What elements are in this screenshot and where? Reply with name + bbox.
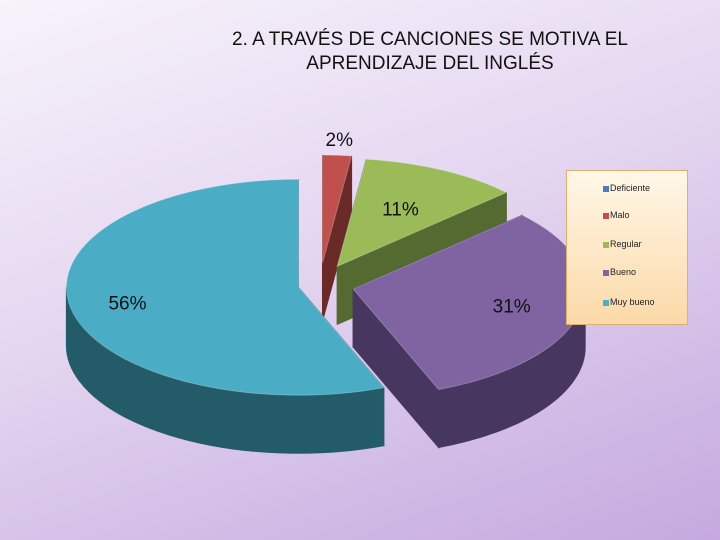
pie-slice-malo	[322, 154, 353, 322]
legend-swatch	[603, 185, 609, 192]
pie-slice-top-muy-bueno	[65, 178, 385, 396]
data-label-muy-bueno: 56%	[108, 293, 146, 314]
legend-label: Bueno	[610, 267, 637, 277]
chart-title: 2. A TRAVÉS DE CANCIONES SE MOTIVA EL AP…	[232, 29, 628, 74]
pie-slice-bueno	[352, 214, 586, 449]
chart-legend: Deficiente Malo Regular Bueno Muy bueno	[566, 170, 688, 325]
legend-item-muy-bueno: Muy bueno	[603, 297, 655, 307]
data-label-regular: 11%	[382, 200, 419, 221]
data-label-bueno: 31%	[493, 297, 531, 318]
data-label-malo: 2%	[326, 130, 354, 151]
legend-item-deficiente: Deficiente	[603, 183, 650, 193]
legend-item-bueno: Bueno	[603, 267, 636, 277]
legend-label: Deficiente	[610, 183, 651, 193]
legend-item-regular: Regular	[603, 239, 642, 249]
pie-slice-muy-bueno	[65, 178, 385, 454]
legend-label: Muy bueno	[610, 297, 655, 307]
legend-label: Regular	[610, 239, 642, 249]
legend-label: Malo	[610, 210, 630, 220]
legend-swatch	[603, 269, 609, 276]
pie-slice-top-regular	[336, 158, 508, 268]
pie-slice-top-malo	[322, 154, 353, 264]
legend-swatch	[603, 241, 609, 248]
legend-item-malo: Malo	[603, 210, 630, 220]
legend-swatch	[603, 212, 609, 219]
legend-swatch	[603, 299, 609, 306]
